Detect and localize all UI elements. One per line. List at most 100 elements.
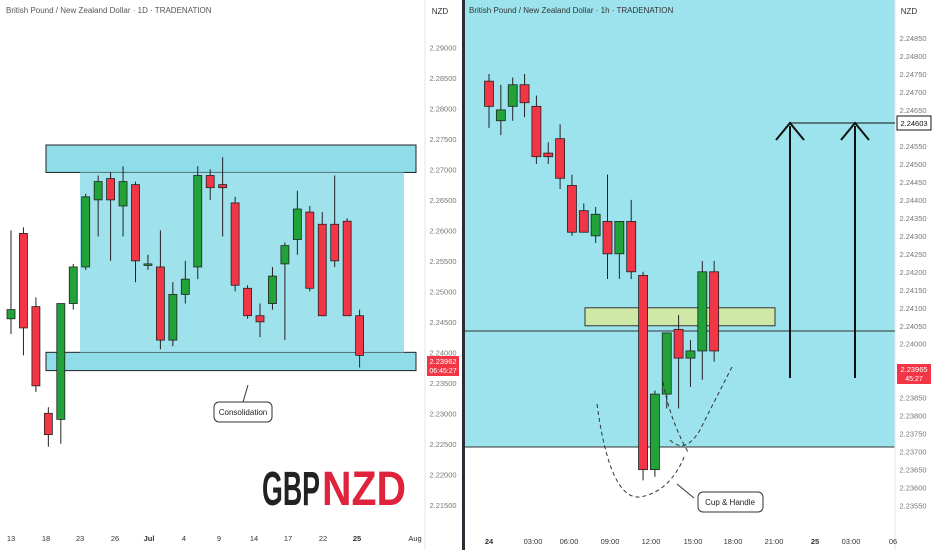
y-tick-label: 2.23700 [899,448,926,457]
candle[interactable] [519,73,530,118]
panel-divider[interactable] [462,0,465,550]
candle[interactable] [602,174,613,279]
watermark-gbp: GBP [262,463,320,516]
x-tick-label: 06 [889,537,897,546]
candle[interactable] [180,260,190,304]
y-tick-label: 2.24350 [899,214,926,223]
candle[interactable] [661,332,672,409]
y-tick-label: 2.24000 [899,340,926,349]
y-tick-label: 2.24800 [899,52,926,61]
candle[interactable] [342,218,352,317]
candle[interactable] [68,263,78,310]
candle[interactable] [43,407,53,447]
candle[interactable] [673,314,684,409]
x-tick-label: 12:00 [642,537,661,546]
y-tick-label: 2.28500 [429,74,456,83]
hourly-chart-panel[interactable]: 2.24850 2.24800 2.24750 2.24700 2.24650 2.245… [465,0,932,550]
candle[interactable] [168,282,178,347]
candle[interactable] [218,157,228,237]
x-tick-label: 21:00 [765,537,784,546]
y-tick-label: 2.23750 [899,430,926,439]
candle[interactable] [578,203,589,233]
zone-resistance[interactable] [45,144,417,173]
candle[interactable] [230,196,240,292]
candle[interactable] [649,390,660,477]
candle[interactable] [56,303,66,444]
y-tick-label: 2.24500 [429,318,456,327]
candle[interactable] [709,261,720,362]
candle[interactable] [106,172,115,261]
candle[interactable] [507,77,518,121]
y-tick-label: 2.24500 [899,160,926,169]
zone-key-level[interactable] [584,307,776,327]
candle[interactable] [614,221,625,279]
candle[interactable] [697,261,708,380]
y-tick-label: 2.23800 [899,412,926,421]
candle[interactable] [6,230,16,335]
candle[interactable] [495,84,506,136]
x-tick-label: 03:00 [524,537,543,546]
y-tick-label: 2.27500 [429,135,456,144]
consolidation-callout[interactable]: Consolidation [213,384,273,423]
y-tick-label: 2.24650 [899,106,926,115]
x-tick-label: 25 [811,537,819,546]
x-tick-label: 18:00 [724,537,743,546]
candle[interactable] [205,169,215,200]
candle[interactable] [19,227,28,356]
candle[interactable] [81,193,91,270]
y-tick-label: 2.23550 [899,502,926,511]
candle[interactable] [590,207,601,244]
y-tick-label: 2.23650 [899,466,926,475]
candle[interactable] [31,297,41,392]
target-price-value: 2.24603 [900,119,927,128]
x-tick-label: 22 [319,534,327,543]
y-tick-label: 2.24100 [899,304,926,313]
consolidation-label: Consolidation [219,408,267,417]
candle[interactable] [626,199,637,279]
candle[interactable] [305,205,315,292]
x-tick-label: 09:00 [601,537,620,546]
candle[interactable] [292,190,302,255]
y-tick-label: 2.23600 [899,484,926,493]
candle[interactable] [685,340,696,387]
candle[interactable] [243,285,252,319]
candle[interactable] [543,142,554,164]
candle[interactable] [93,175,103,237]
y-tick-label: 2.24050 [899,322,926,331]
cup-handle-callout[interactable]: Cup & Handle [676,483,764,513]
candle[interactable] [638,271,648,481]
bar-countdown: 45:27 [905,376,923,383]
y-tick-label: 2.28000 [429,104,456,113]
candle[interactable] [484,73,494,128]
candle[interactable] [317,212,327,317]
daily-chart-panel[interactable]: 2.29000 2.28500 2.28000 2.27500 2.27000 2.265… [0,0,462,550]
candle[interactable] [143,254,153,270]
y-tick-label: 2.26500 [429,196,456,205]
x-tick-label: 18 [42,534,50,543]
y-tick-label: 2.24150 [899,286,926,295]
x-tick-label: 17 [284,534,292,543]
candle[interactable] [118,166,128,237]
candle[interactable] [193,166,203,280]
candle[interactable] [131,181,140,283]
candle[interactable] [268,266,277,310]
candle[interactable] [531,95,542,164]
candle[interactable] [330,175,340,267]
hourly-chart-canvas[interactable]: 2.24850 2.24800 2.24750 2.24700 2.24650 2.245… [465,0,932,550]
y-tick-label: 2.24550 [899,142,926,151]
y-tick-label: 2.22000 [429,470,456,479]
candle[interactable] [567,174,577,236]
y-tick-label: 2.24000 [429,348,456,357]
candle[interactable] [155,230,165,350]
x-tick-label: 9 [217,534,221,543]
target-price-tag: 2.24603 [896,115,932,131]
candle[interactable] [255,303,265,338]
candle[interactable] [280,242,290,341]
current-price-tag: 2.23965 45:27 [897,364,931,384]
candle[interactable] [355,309,365,368]
daily-chart-canvas[interactable]: 2.29000 2.28500 2.28000 2.27500 2.27000 2.265… [0,0,462,550]
y-tick-label: 2.27000 [429,165,456,174]
candle[interactable] [555,124,565,190]
x-tick-label: 03:00 [842,537,861,546]
y-tick-label: 2.24750 [899,70,926,79]
